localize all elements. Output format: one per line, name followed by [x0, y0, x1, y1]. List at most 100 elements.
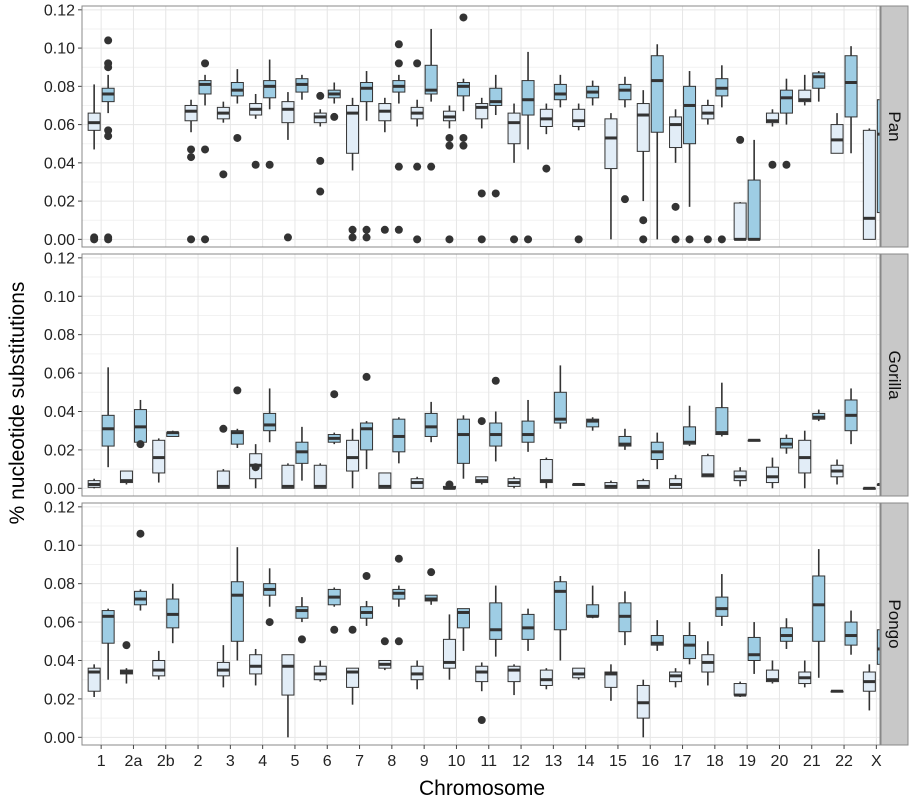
y-tick-label: 0.00 [44, 232, 75, 249]
box-body [683, 635, 697, 660]
outlier-point [251, 463, 260, 472]
box-body [87, 667, 101, 692]
outlier-point [104, 126, 113, 135]
outlier-point [380, 637, 389, 646]
box-light-chr-22 [830, 113, 844, 154]
y-tick-label: 0.12 [44, 2, 75, 19]
box-body [346, 104, 360, 154]
box-dark-chr-9 [424, 568, 438, 605]
panel-border [81, 502, 881, 746]
box-dark-chr-17 [683, 71, 697, 244]
outlier-point [394, 554, 403, 563]
box-body [715, 407, 729, 436]
x-tick-label: 12 [512, 753, 530, 770]
box-dark-chr-4 [263, 59, 277, 169]
box-light-chr-22 [830, 459, 844, 485]
y-tick-label: 0.08 [44, 327, 75, 344]
outlier-point [768, 160, 777, 169]
box-body [844, 55, 858, 118]
box-body [456, 418, 470, 464]
y-tick-label: 0.00 [44, 481, 75, 498]
box-dark-chr-16 [650, 620, 664, 651]
outlier-point [491, 376, 500, 385]
outlier-point [283, 233, 292, 242]
x-tick-label: 2 [194, 753, 203, 770]
box-body [650, 55, 664, 133]
x-tick-label: 20 [771, 753, 789, 770]
box-light-chr-22 [830, 689, 844, 693]
box-body [539, 459, 553, 484]
box-body [604, 671, 618, 688]
box-body [249, 654, 263, 675]
outlier-point [297, 635, 306, 644]
outlier-point [316, 187, 325, 196]
outlier-point [394, 225, 403, 234]
box-light-chr-2a [119, 470, 133, 485]
box-body [230, 581, 244, 642]
x-tick-label: 5 [290, 753, 299, 770]
box-body [475, 103, 489, 120]
box-dark-chr-19 [747, 139, 761, 241]
box-dark-chr-11 [489, 376, 503, 462]
box-body [812, 72, 826, 89]
box-body [798, 89, 812, 103]
box-dark-chr-16 [650, 44, 664, 240]
x-axis-label: Chromosome [419, 777, 545, 800]
x-tick-label: 10 [448, 753, 466, 770]
outlier-point [477, 716, 486, 725]
box-body [456, 82, 470, 97]
box-dark-chr-21 [812, 409, 826, 422]
box-body [263, 412, 277, 432]
outlier-point [427, 568, 436, 577]
box-light-chr-18 [701, 453, 715, 478]
box-dark-chr-6 [327, 82, 341, 121]
box-body [553, 83, 567, 101]
outlier-point [362, 225, 371, 234]
outlier-point [685, 235, 694, 244]
x-tick-label: X [871, 753, 882, 770]
box-dark-chr-5 [295, 74, 309, 100]
x-tick-label: 6 [323, 753, 332, 770]
box-body [152, 659, 166, 677]
panel-gorilla: 0.00 0.02 0.04 0.06 0.08 0.10 0.12 Gorilla [44, 250, 909, 498]
box-light-chr-X [862, 664, 876, 711]
facet-strip-label: Pongo [885, 599, 904, 648]
outlier-point [104, 63, 113, 72]
box-light-chr-17 [669, 109, 683, 244]
outlier-point [510, 235, 519, 244]
box-light-chr-6 [313, 463, 327, 489]
box-body [586, 418, 600, 428]
box-body [198, 80, 212, 95]
y-tick-label: 0.06 [44, 366, 75, 383]
outlier-point [445, 235, 454, 244]
x-tick-label: 2b [157, 753, 175, 770]
box-light-chr-15 [604, 664, 618, 701]
x-tick-label: 3 [226, 753, 235, 770]
outlier-point [413, 59, 422, 68]
box-body [650, 635, 664, 646]
panel-border [81, 253, 881, 497]
box-light-chr-21 [798, 660, 812, 688]
x-axis: 1 2a 2b 2 3 4 5 6 7 8 9 10 11 12 13 14 15 16 17 18 19 20 21 22 X [97, 745, 882, 770]
box-light-chr-X [862, 128, 876, 240]
box-dark-chr-21 [812, 71, 826, 102]
box-dark-chr-7 [360, 372, 374, 470]
x-tick-label: 22 [835, 753, 853, 770]
box-body [733, 683, 747, 696]
box-body [604, 118, 618, 170]
y-tick-label: 0.06 [44, 615, 75, 632]
box-light-chr-X [862, 486, 876, 490]
box-light-chr-6 [313, 660, 327, 682]
box-dark-chr-15 [618, 428, 632, 450]
box-light-chr-19 [733, 135, 747, 241]
x-tick-label: 9 [420, 753, 429, 770]
box-dark-chr-20 [779, 78, 793, 169]
box-body [281, 654, 295, 696]
box-light-chr-10 [442, 480, 456, 490]
y-axis-label: % nucleotide substitutions [6, 282, 29, 525]
x-tick-label: 8 [387, 753, 396, 770]
x-tick-label: 13 [544, 753, 562, 770]
box-dark-chr-9 [424, 401, 438, 443]
box-body [765, 669, 779, 683]
